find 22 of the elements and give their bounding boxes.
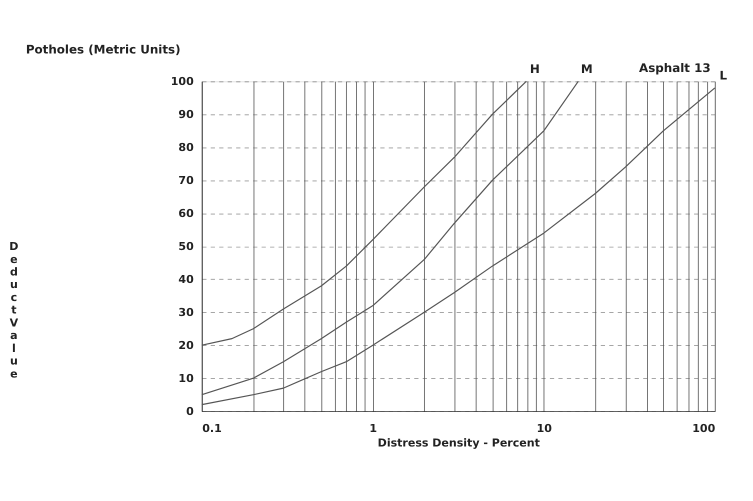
y-tick-label: 80 — [178, 141, 194, 154]
y-tick-label: 40 — [178, 273, 194, 286]
y-tick-label: 70 — [178, 174, 194, 188]
x-tick-label: 10 — [536, 422, 552, 435]
y-tick-label: 100 — [170, 75, 194, 88]
y-tick-label: 10 — [178, 372, 194, 386]
y-tick-label: 90 — [178, 108, 194, 122]
text: Deduct Value — [9, 240, 18, 380]
y-tick-label: 0 — [186, 405, 194, 418]
x-tick-label: 100 — [692, 422, 716, 435]
text: Asphalt 13 — [639, 61, 711, 76]
series-label: H — [530, 62, 540, 76]
text: Potholes (Metric Units) — [26, 42, 181, 56]
series-label: M — [580, 62, 593, 76]
series-label: L — [720, 68, 728, 82]
y-tick-label: 30 — [178, 306, 194, 320]
y-tick-label: 20 — [178, 339, 194, 352]
y-tick-label: 50 — [178, 240, 194, 254]
x-axis-title: Distress Density - Percent — [378, 436, 541, 450]
x-tick-label: 0.1 — [202, 422, 222, 435]
x-tick-label: 1 — [369, 422, 378, 435]
y-tick-label: 60 — [178, 207, 194, 220]
